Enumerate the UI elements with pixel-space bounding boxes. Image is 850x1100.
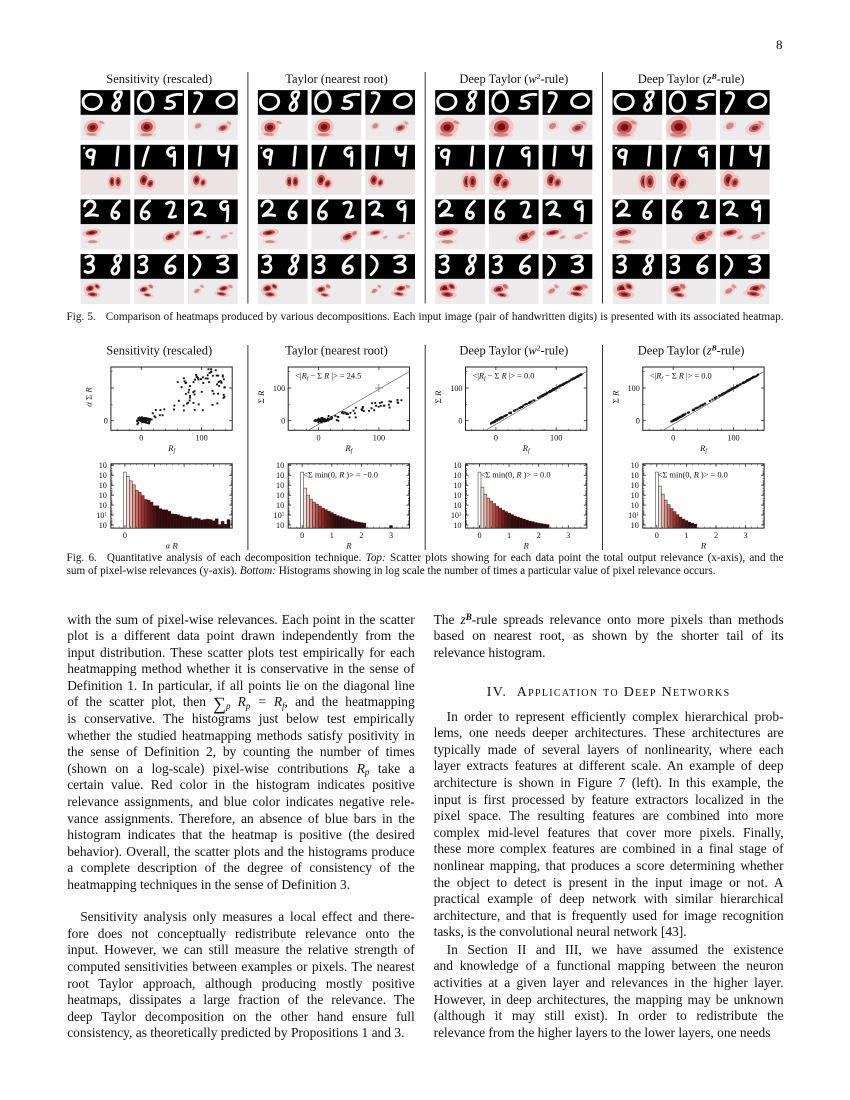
svg-text:100: 100 — [195, 434, 207, 443]
svg-text:Σ R: Σ R — [611, 390, 621, 403]
svg-text:Sensitivity (rescaled): Sensitivity (rescaled) — [106, 343, 212, 357]
svg-text:10: 10 — [99, 471, 107, 480]
svg-text:R: R — [523, 541, 530, 551]
svg-text:101: 101 — [628, 511, 639, 520]
svg-text:0: 0 — [458, 417, 462, 426]
svg-text:Σ R: Σ R — [256, 390, 266, 403]
svg-text:R: R — [700, 541, 707, 551]
svg-text:3: 3 — [744, 531, 748, 540]
svg-text:10: 10 — [276, 481, 284, 490]
svg-text:Deep Taylor (w2-rule): Deep Taylor (w2-rule) — [459, 343, 568, 357]
svg-text:10: 10 — [99, 501, 107, 510]
svg-text:100: 100 — [373, 434, 385, 443]
svg-text:α Σ R: α Σ R — [84, 387, 94, 407]
svg-text:0: 0 — [671, 434, 675, 443]
svg-text:10: 10 — [631, 491, 639, 500]
svg-text:100: 100 — [628, 384, 640, 393]
svg-text:10: 10 — [453, 461, 461, 470]
svg-text:100: 100 — [727, 434, 739, 443]
svg-text:1: 1 — [330, 531, 334, 540]
svg-text:100: 100 — [450, 384, 462, 393]
svg-text:Taylor (nearest root): Taylor (nearest root) — [285, 343, 388, 357]
svg-text:10: 10 — [276, 521, 284, 530]
svg-text:10: 10 — [276, 471, 284, 480]
svg-text:101: 101 — [96, 511, 107, 520]
svg-text:10: 10 — [631, 471, 639, 480]
svg-text:<Σ min(0, R )> = 0.0: <Σ min(0, R )> = 0.0 — [481, 471, 551, 480]
svg-text:10: 10 — [99, 521, 107, 530]
svg-text:10: 10 — [99, 491, 107, 500]
svg-text:Deep Taylor (zB-rule): Deep Taylor (zB-rule) — [638, 72, 745, 86]
svg-text:10: 10 — [453, 501, 461, 510]
svg-text:0: 0 — [317, 434, 321, 443]
svg-text:10: 10 — [453, 481, 461, 490]
svg-text:10: 10 — [631, 501, 639, 510]
svg-text:Rf: Rf — [167, 443, 176, 455]
svg-text:0: 0 — [300, 531, 304, 540]
svg-text:<|Rf − Σ R |> = 0.0: <|Rf − Σ R |> = 0.0 — [650, 372, 712, 383]
svg-text:10: 10 — [99, 481, 107, 490]
svg-text:0: 0 — [477, 531, 481, 540]
svg-text:0: 0 — [655, 531, 659, 540]
svg-text:Deep Taylor (w2-rule): Deep Taylor (w2-rule) — [459, 72, 568, 86]
svg-text:10: 10 — [453, 471, 461, 480]
svg-text:3: 3 — [566, 531, 570, 540]
svg-text:0: 0 — [104, 417, 108, 426]
svg-text:α R: α R — [165, 541, 178, 551]
svg-text:1: 1 — [684, 531, 688, 540]
svg-text:Taylor (nearest root): Taylor (nearest root) — [285, 72, 388, 86]
svg-text:Rf: Rf — [522, 443, 531, 455]
svg-text:10: 10 — [631, 481, 639, 490]
svg-text:<|Rf − Σ R |> = 24.5: <|Rf − Σ R |> = 24.5 — [295, 372, 361, 383]
svg-text:1: 1 — [507, 531, 511, 540]
svg-text:10: 10 — [276, 461, 284, 470]
svg-text:<Σ min(0, R )> = −0.0: <Σ min(0, R )> = −0.0 — [303, 471, 378, 480]
svg-text:Σ R: Σ R — [433, 390, 443, 403]
svg-text:0: 0 — [636, 417, 640, 426]
svg-text:2: 2 — [537, 531, 541, 540]
svg-text:10: 10 — [276, 491, 284, 500]
svg-text:10: 10 — [631, 521, 639, 530]
svg-text:Sensitivity (rescaled): Sensitivity (rescaled) — [106, 72, 212, 86]
svg-text:101: 101 — [274, 511, 285, 520]
svg-text:0: 0 — [123, 531, 127, 540]
svg-text:Rf: Rf — [699, 443, 708, 455]
svg-text:100: 100 — [550, 434, 562, 443]
svg-text:2: 2 — [714, 531, 718, 540]
svg-text:10: 10 — [631, 461, 639, 470]
svg-text:Rf: Rf — [344, 443, 353, 455]
svg-text:0: 0 — [494, 434, 498, 443]
svg-text:3: 3 — [389, 531, 393, 540]
svg-text:10: 10 — [453, 521, 461, 530]
svg-text:Deep Taylor (zB-rule): Deep Taylor (zB-rule) — [638, 343, 745, 357]
svg-text:<|Rf − Σ R |> = 0.0: <|Rf − Σ R |> = 0.0 — [473, 372, 535, 383]
svg-text:0: 0 — [281, 417, 285, 426]
svg-text:100: 100 — [273, 384, 285, 393]
svg-text:<Σ min(0, R )> = 0.0: <Σ min(0, R )> = 0.0 — [658, 471, 728, 480]
svg-text:0: 0 — [139, 434, 143, 443]
svg-text:R: R — [345, 541, 352, 551]
svg-text:10: 10 — [453, 491, 461, 500]
svg-text:2: 2 — [359, 531, 363, 540]
svg-text:101: 101 — [451, 511, 462, 520]
svg-text:10: 10 — [276, 501, 284, 510]
svg-text:10: 10 — [99, 461, 107, 470]
